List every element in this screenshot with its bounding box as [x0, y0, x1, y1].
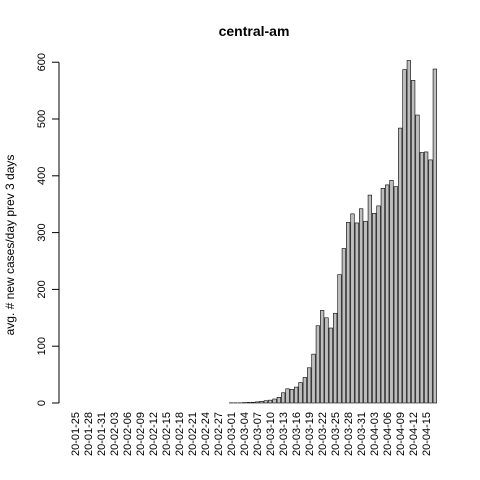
x-tick-label: 20-03-01 — [226, 412, 238, 456]
bar — [328, 327, 333, 404]
x-tick-label: 20-04-09 — [395, 412, 407, 456]
bar — [311, 353, 316, 404]
bar — [350, 213, 355, 404]
x-tick-label: 20-04-06 — [382, 412, 394, 456]
bar — [428, 159, 433, 404]
x-tick-label: 20-03-19 — [304, 412, 316, 456]
bar — [363, 220, 368, 404]
x-tick-label: 20-03-10 — [265, 412, 277, 456]
bar — [263, 400, 268, 404]
bar — [259, 400, 264, 404]
x-tick-label: 20-02-21 — [187, 412, 199, 456]
bar — [337, 274, 342, 404]
x-tick-label: 20-02-24 — [200, 412, 212, 456]
bar — [281, 392, 286, 404]
bar — [302, 377, 307, 404]
bar — [298, 382, 303, 404]
x-tick-label: 20-04-03 — [369, 412, 381, 456]
x-tick-label: 20-03-16 — [291, 412, 303, 456]
bar — [432, 68, 437, 404]
y-tick-label: 100 — [36, 337, 48, 355]
x-tick-label: 20-03-04 — [239, 412, 251, 456]
bar — [419, 152, 424, 404]
x-tick-label: 20-02-18 — [174, 412, 186, 456]
bar — [294, 386, 299, 404]
y-tick-label: 200 — [36, 280, 48, 298]
bar — [289, 389, 294, 404]
bar — [389, 180, 394, 404]
bar — [255, 401, 260, 404]
bar — [315, 325, 320, 404]
y-tick-label: 0 — [36, 400, 48, 406]
bar — [346, 222, 351, 404]
bar — [385, 184, 390, 404]
bar — [354, 222, 359, 404]
bar — [359, 208, 364, 404]
bar — [411, 80, 416, 404]
bar — [285, 388, 290, 404]
bar — [250, 401, 255, 404]
bar — [376, 205, 381, 404]
y-tick-label: 300 — [36, 223, 48, 241]
bar — [333, 312, 338, 404]
bar — [406, 60, 411, 404]
bar — [276, 397, 281, 404]
x-tick-label: 20-03-31 — [356, 412, 368, 456]
bar — [246, 402, 251, 404]
x-tick-label: 20-02-03 — [109, 412, 121, 456]
bar — [380, 188, 385, 404]
bar — [272, 398, 277, 404]
x-tick-label: 20-01-25 — [70, 412, 82, 456]
bar — [324, 317, 329, 404]
bar — [320, 310, 325, 404]
bar — [268, 399, 273, 404]
x-tick-label: 20-03-13 — [278, 412, 290, 456]
x-tick-label: 20-01-28 — [83, 412, 95, 456]
chart-title: central-am — [219, 23, 290, 39]
bar — [402, 69, 407, 404]
x-axis-tick-labels: 20-01-25 20-01-28 20-01-31 20-02-03 20-02-06… — [70, 412, 433, 456]
x-tick-label: 20-02-06 — [122, 412, 134, 456]
y-axis: 0 100 200 300 400 500 600 — [36, 53, 60, 406]
bar — [415, 114, 420, 404]
x-tick-label: 20-03-25 — [330, 412, 342, 456]
x-tick-label: 20-02-09 — [135, 412, 147, 456]
x-tick-label: 20-04-12 — [408, 412, 420, 456]
y-axis-label: avg. # new cases/day prev 3 days — [3, 155, 17, 336]
y-tick-label: 400 — [36, 167, 48, 185]
bar — [341, 248, 346, 404]
bar — [307, 367, 312, 404]
x-tick-label: 20-02-27 — [213, 412, 225, 456]
x-tick-label: 20-02-12 — [148, 412, 160, 456]
bar — [372, 212, 377, 404]
bars — [229, 60, 437, 404]
x-tick-label: 20-03-07 — [252, 412, 264, 456]
x-tick-label: 20-02-15 — [161, 412, 173, 456]
bar — [393, 186, 398, 404]
bar — [367, 194, 372, 404]
bar — [398, 127, 403, 404]
x-tick-label: 20-04-15 — [421, 412, 433, 456]
y-tick-label: 600 — [36, 53, 48, 71]
y-tick-label: 500 — [36, 110, 48, 128]
x-tick-label: 20-03-22 — [317, 412, 329, 456]
x-tick-label: 20-01-31 — [96, 412, 108, 456]
bar — [424, 151, 429, 404]
x-tick-label: 20-03-28 — [343, 412, 355, 456]
